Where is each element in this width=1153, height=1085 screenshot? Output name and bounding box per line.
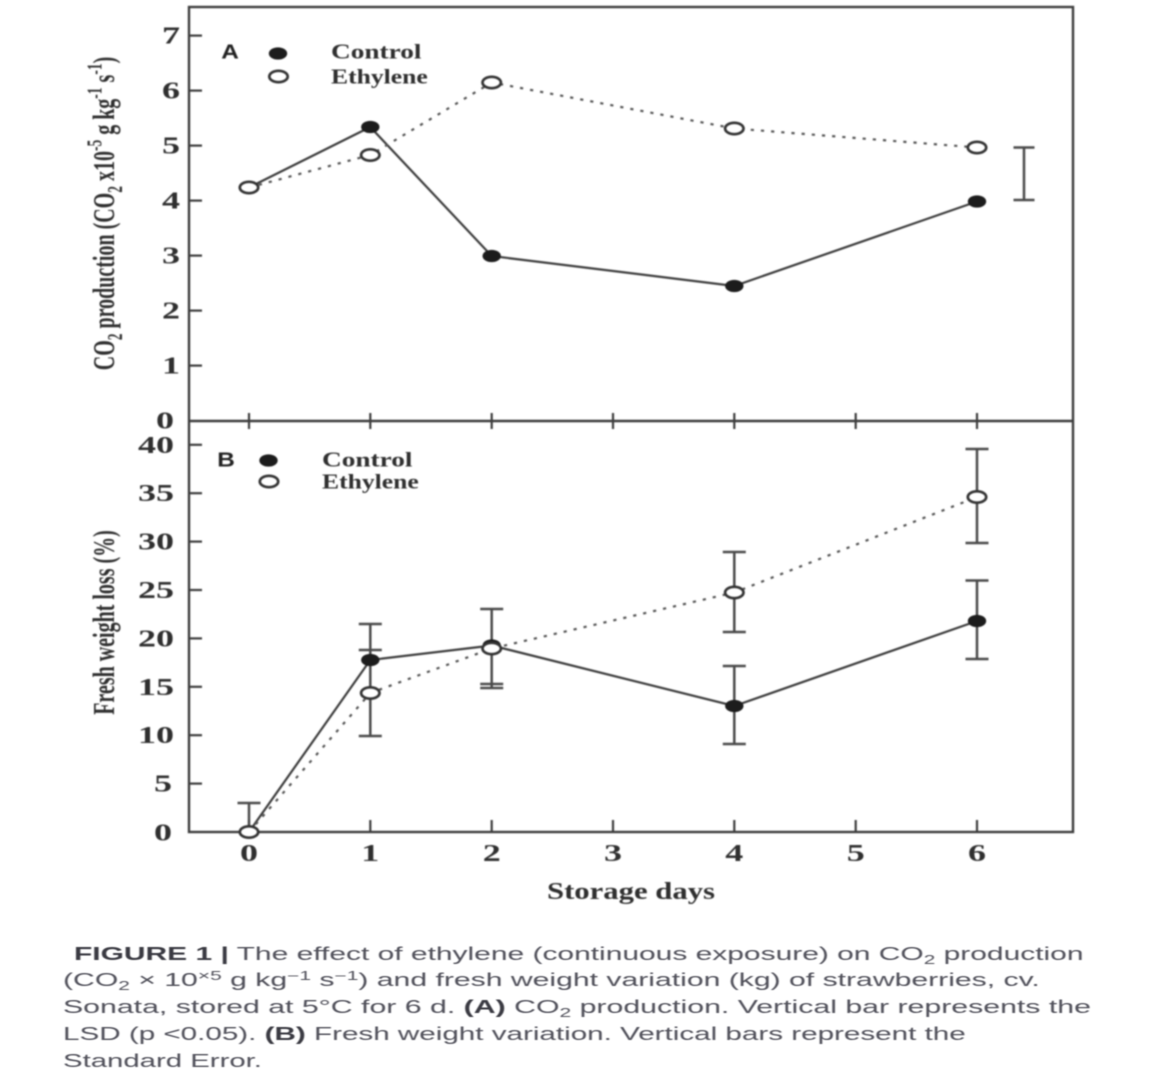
- svg-text:Control: Control: [331, 40, 422, 63]
- svg-text:0: 0: [154, 819, 172, 846]
- svg-text:15: 15: [138, 674, 174, 701]
- svg-text:B: B: [217, 449, 235, 471]
- svg-text:5: 5: [162, 132, 180, 159]
- svg-text:35: 35: [138, 480, 174, 507]
- svg-text:3: 3: [604, 840, 622, 867]
- svg-text:Ethylene: Ethylene: [322, 471, 419, 494]
- svg-text:6: 6: [968, 840, 986, 867]
- svg-text:3: 3: [162, 242, 180, 269]
- svg-text:Storage days: Storage days: [547, 877, 715, 904]
- svg-text:Ethylene: Ethylene: [331, 66, 428, 89]
- svg-text:1: 1: [361, 840, 379, 867]
- svg-text:2: 2: [483, 840, 501, 867]
- svg-text:1: 1: [162, 352, 180, 379]
- svg-text:0: 0: [156, 407, 174, 434]
- svg-text:A: A: [221, 41, 239, 63]
- svg-text:5: 5: [154, 770, 172, 797]
- svg-text:4: 4: [162, 187, 180, 214]
- svg-text:CO2 production (CO2 x10-5 g kg: CO2 production (CO2 x10-5 g kg-1 s-1): [83, 57, 127, 370]
- svg-text:10: 10: [138, 722, 174, 749]
- svg-text:2: 2: [162, 297, 180, 324]
- svg-text:6: 6: [162, 77, 180, 104]
- svg-text:0: 0: [240, 840, 258, 867]
- svg-text:25: 25: [138, 577, 174, 604]
- svg-text:Fresh weight loss (%): Fresh weight loss (%): [87, 530, 121, 715]
- svg-text:5: 5: [847, 840, 865, 867]
- svg-text:Control: Control: [322, 448, 413, 471]
- svg-text:40: 40: [138, 432, 174, 459]
- svg-text:30: 30: [138, 528, 174, 555]
- svg-text:7: 7: [162, 22, 180, 49]
- svg-text:4: 4: [725, 840, 743, 867]
- svg-text:20: 20: [138, 625, 174, 652]
